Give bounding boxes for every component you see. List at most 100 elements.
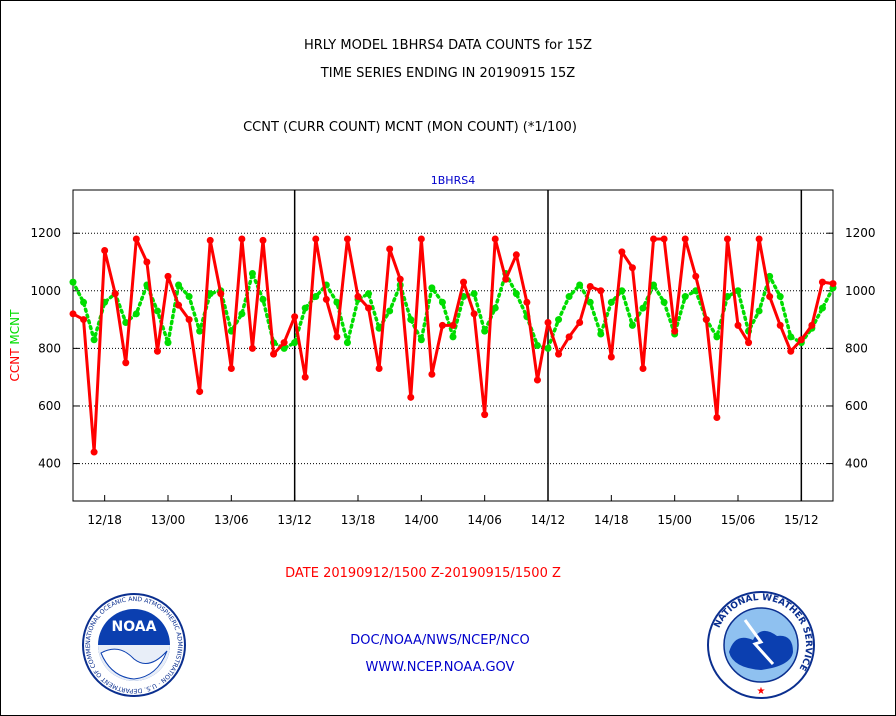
x-tick-label: 15/12 xyxy=(784,513,819,527)
data-point-ccnt xyxy=(787,347,795,355)
data-point-mcnt xyxy=(375,324,383,332)
data-point-ccnt xyxy=(639,365,647,373)
data-point-ccnt xyxy=(343,235,351,243)
data-point-ccnt xyxy=(217,290,225,298)
data-point-mcnt xyxy=(132,310,140,318)
chart-title-line-1: HRLY MODEL 1BHRS4 DATA COUNTS for 15Z xyxy=(303,38,593,53)
data-point-mcnt xyxy=(818,304,826,312)
data-point-mcnt xyxy=(185,293,193,301)
data-point-mcnt xyxy=(248,270,256,278)
data-point-ccnt xyxy=(523,298,531,306)
data-point-mcnt xyxy=(90,336,98,344)
data-point-mcnt xyxy=(639,304,647,312)
data-point-mcnt xyxy=(365,290,373,298)
data-point-ccnt xyxy=(650,235,658,243)
data-point-ccnt xyxy=(618,248,626,256)
data-point-ccnt xyxy=(449,321,457,329)
data-point-mcnt xyxy=(153,307,161,315)
data-point-mcnt xyxy=(122,318,130,326)
data-point-ccnt xyxy=(544,318,552,326)
data-point-ccnt xyxy=(333,333,341,341)
x-tick-label: 12/18 xyxy=(87,513,122,527)
plot-area xyxy=(72,189,834,502)
data-point-mcnt xyxy=(196,327,204,335)
data-point-ccnt xyxy=(354,293,362,301)
data-point-mcnt xyxy=(533,342,541,349)
data-point-mcnt xyxy=(333,298,341,306)
data-point-ccnt xyxy=(185,316,193,324)
data-point-mcnt xyxy=(586,298,594,306)
data-point-ccnt xyxy=(755,235,763,243)
chart-subtitle: CCNT (CURR COUNT) MCNT (MON COUNT) (*1/1… xyxy=(243,120,577,135)
data-point-ccnt xyxy=(270,350,278,358)
data-point-ccnt xyxy=(671,327,679,335)
data-point-ccnt xyxy=(90,448,98,456)
data-point-ccnt xyxy=(238,235,246,243)
data-point-mcnt xyxy=(576,281,584,289)
data-point-ccnt xyxy=(259,236,267,244)
data-point-ccnt xyxy=(586,282,594,290)
data-point-ccnt xyxy=(438,321,446,329)
data-point-ccnt xyxy=(555,350,563,358)
data-point-mcnt xyxy=(407,316,415,324)
url-link[interactable]: WWW.NCEP.NOAA.GOV xyxy=(365,660,515,675)
data-point-mcnt xyxy=(755,307,763,315)
data-point-ccnt xyxy=(818,278,826,286)
data-point-ccnt xyxy=(692,272,700,280)
data-point-mcnt xyxy=(734,287,742,295)
x-tick-label: 13/00 xyxy=(151,513,186,527)
x-tick-label: 13/12 xyxy=(277,513,312,527)
data-point-mcnt xyxy=(238,310,246,318)
data-point-mcnt xyxy=(681,293,689,301)
data-point-ccnt xyxy=(396,275,404,283)
data-point-mcnt xyxy=(80,298,88,306)
data-point-ccnt xyxy=(481,411,489,419)
data-point-mcnt xyxy=(512,290,520,298)
data-point-ccnt xyxy=(460,278,468,286)
noaa-logo: NOAA NATIONAL OCEANIC AND ATMOSPHERIC AD… xyxy=(79,593,186,697)
y-axis-label: CCNT MCNT xyxy=(8,309,22,382)
data-point-ccnt xyxy=(291,313,299,321)
data-point-ccnt xyxy=(428,370,436,378)
y-tick-label-right: 1000 xyxy=(845,284,876,298)
data-point-ccnt xyxy=(153,347,161,355)
data-point-ccnt xyxy=(470,310,478,318)
data-point-ccnt xyxy=(80,316,88,324)
data-point-mcnt xyxy=(650,281,658,289)
data-point-ccnt xyxy=(365,304,373,312)
data-point-mcnt xyxy=(776,293,784,301)
data-point-ccnt xyxy=(280,339,288,347)
data-point-ccnt xyxy=(576,318,584,326)
data-point-mcnt xyxy=(787,333,795,341)
data-point-ccnt xyxy=(766,293,774,301)
data-point-mcnt xyxy=(69,278,77,286)
y-tick-label-right: 600 xyxy=(845,399,868,413)
data-point-ccnt xyxy=(628,264,636,272)
data-point-ccnt xyxy=(301,373,309,381)
data-point-ccnt xyxy=(502,275,510,283)
date-range-label: DATE 20190912/1500 Z-20190915/1500 Z xyxy=(285,566,561,581)
data-point-mcnt xyxy=(291,339,299,347)
x-tick-label: 14/12 xyxy=(531,513,566,527)
data-point-ccnt xyxy=(681,235,689,243)
y-tick-label-left: 800 xyxy=(38,341,61,355)
data-point-mcnt xyxy=(481,327,489,335)
data-point-ccnt xyxy=(417,235,425,243)
x-tick-label: 15/06 xyxy=(721,513,756,527)
y-tick-label-left: 1000 xyxy=(30,284,61,298)
x-tick-label: 14/18 xyxy=(594,513,629,527)
y-tick-label-left: 600 xyxy=(38,399,61,413)
data-point-ccnt xyxy=(143,258,151,266)
data-point-ccnt xyxy=(533,376,541,384)
data-point-ccnt xyxy=(565,333,573,341)
panel-label: 1BHRS4 xyxy=(431,174,475,187)
data-point-mcnt xyxy=(259,295,267,303)
y-tick-label-right: 800 xyxy=(845,341,868,355)
data-point-mcnt xyxy=(438,298,446,306)
x-tick-label: 13/18 xyxy=(341,513,376,527)
data-point-ccnt xyxy=(196,388,204,396)
y-tick-label-right: 1200 xyxy=(845,226,876,240)
data-point-mcnt xyxy=(428,284,436,292)
data-point-ccnt xyxy=(512,251,520,259)
